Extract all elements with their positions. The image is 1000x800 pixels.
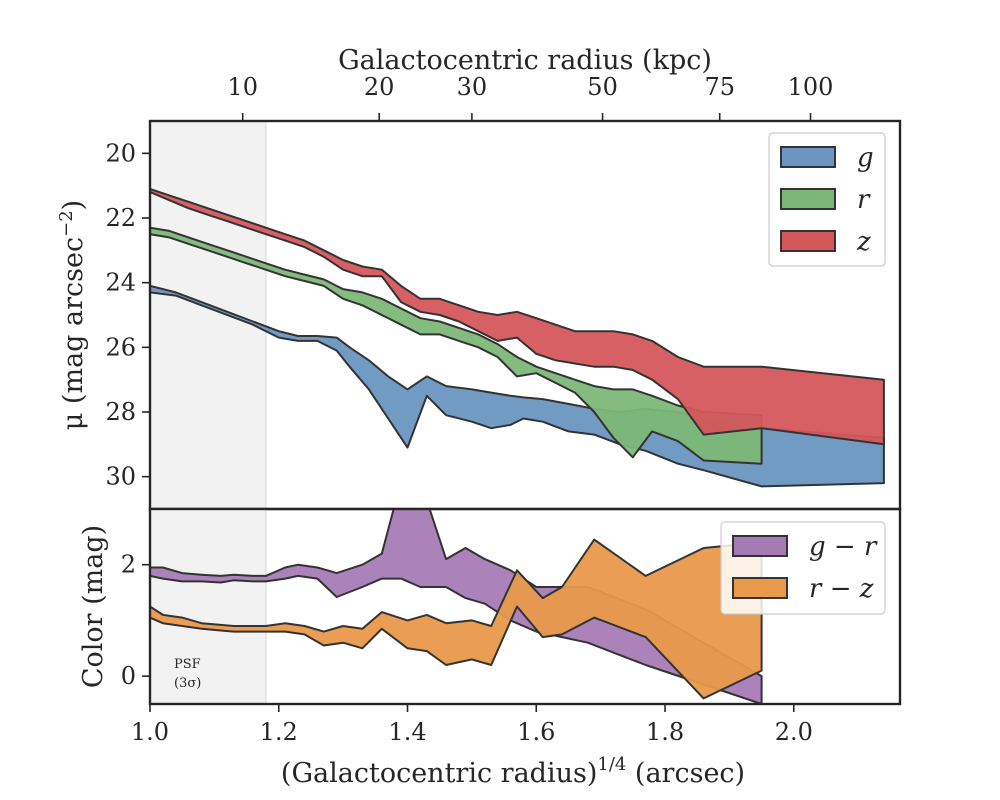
psf-region-main (150, 121, 266, 509)
legend-label: g − r (809, 532, 878, 562)
legend-swatch (780, 146, 836, 168)
top-tick-label: 20 (364, 73, 395, 101)
y-tick-label-main: 28 (105, 398, 136, 426)
legend-swatch (780, 188, 836, 210)
psf-sigma-label: (3σ) (174, 676, 201, 691)
series-band-g-minus-r (150, 509, 763, 704)
main-series-group (150, 187, 885, 488)
top-tick-label: 10 (227, 73, 258, 101)
y-axis-title-main-sup: −2 (56, 210, 77, 237)
main-legend: grz (768, 132, 886, 267)
psf-region-color (150, 509, 266, 704)
y-tick-label-color: 0 (121, 662, 136, 690)
color-series-group (150, 509, 763, 704)
x-axis-title-end: (arcsec) (626, 758, 745, 789)
surface-brightness-panel: 20 22 24 26 28 30 10 20 30 50 75 100 Galactocentric … (56, 45, 902, 511)
legend-label: r (857, 185, 871, 215)
x-tick-label: 1.0 (131, 718, 169, 746)
y-tick-label-main: 26 (105, 333, 136, 361)
series-band-r (150, 226, 763, 465)
top-tick-label: 75 (704, 73, 735, 101)
y-axis-title-main-text: μ (mag arcsec (58, 237, 89, 430)
x-tick-label: 1.2 (260, 718, 298, 746)
legend-swatch (732, 577, 788, 599)
legend-label: z (856, 227, 871, 257)
y-tick-label-main: 20 (105, 139, 136, 167)
x-tick-label: 1.4 (388, 718, 426, 746)
y-tick-label-main: 24 (105, 269, 136, 297)
y-axis-title-main-end: ) (58, 200, 89, 211)
y-axis-title-color: Color (mag) (78, 525, 109, 688)
y-tick-label-main: 22 (105, 204, 136, 232)
color-panel: 0 2 Color (mag) 1.0 1.2 1.4 1.6 1.8 2.0 (Galactoc… (78, 507, 902, 789)
x-axis-title-sup: 1/4 (597, 754, 626, 775)
legend-label: g (857, 143, 874, 173)
color-plot-frame (148, 507, 902, 706)
y-axis-title-main: μ (mag arcsec−2) (56, 200, 89, 430)
top-tick-label: 50 (587, 73, 618, 101)
series-band-r-minus-z (150, 538, 763, 700)
y-tick-label-main: 30 (105, 463, 136, 491)
top-tick-label: 100 (788, 73, 834, 101)
legend-swatch (732, 535, 788, 557)
x-axis-title-text: (Galactocentric radius) (281, 758, 597, 789)
top-tick-label: 30 (457, 73, 488, 101)
top-axis-title: Galactocentric radius (kpc) (338, 45, 712, 76)
psf-label: PSF (174, 657, 201, 672)
y-tick-label-color: 2 (121, 551, 136, 579)
legend-swatch (780, 230, 836, 252)
x-axis-title: (Galactocentric radius)1/4 (arcsec) (281, 754, 745, 789)
color-legend: g − r r − z (720, 521, 886, 615)
x-tick-label: 1.8 (646, 718, 684, 746)
x-tick-label: 2.0 (775, 718, 813, 746)
x-tick-label: 1.6 (517, 718, 555, 746)
series-band-z (150, 187, 885, 446)
legend-label: r − z (809, 574, 874, 604)
